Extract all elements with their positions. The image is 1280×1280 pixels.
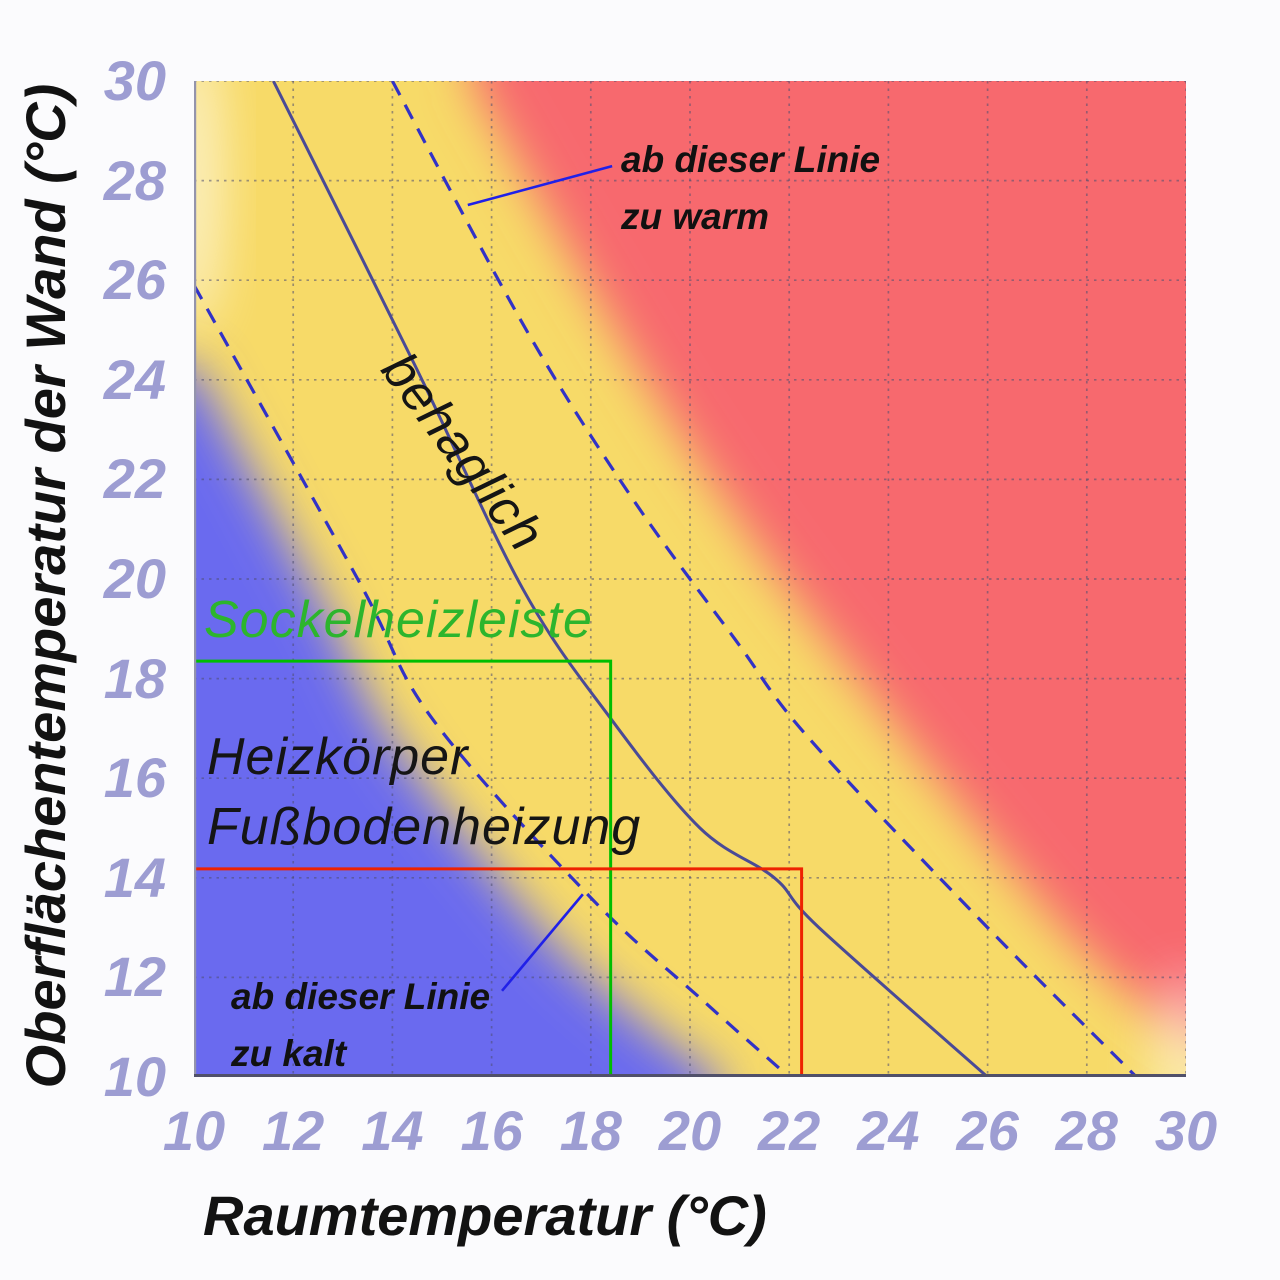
y-axis-title: Oberflächentemperatur der Wand (°C) — [14, 83, 77, 1089]
y-tick-label: 28 — [103, 148, 166, 212]
plot-svg — [194, 81, 1186, 1077]
x-tick-label: 22 — [758, 1099, 821, 1162]
too-warm-boundary-curve — [390, 81, 1138, 1077]
y-tick-label: 22 — [103, 447, 166, 511]
sockelheizleiste-box — [194, 659, 613, 1077]
comfort-center-curve — [272, 81, 989, 1077]
too-warm-note-line1: ab dieser Linie — [621, 139, 881, 180]
too-cold-region — [194, 364, 720, 1077]
y-tick-label: 18 — [103, 646, 166, 710]
y-tick-label: 12 — [103, 945, 166, 1009]
x-tick-label: 18 — [559, 1099, 622, 1162]
sockelheizleiste-label: Sockelheizleiste — [204, 591, 593, 649]
x-tick-label: 30 — [1154, 1099, 1218, 1162]
plot-area — [194, 81, 1186, 1077]
too-warm-region — [471, 81, 1186, 1038]
x-tick-label: 14 — [361, 1099, 424, 1162]
heizkoerper-label: Heizkörper — [207, 728, 469, 786]
too-warm-note-line2: zu warm — [621, 196, 770, 238]
too-cold-callout-line — [501, 893, 584, 992]
x-tick-label: 10 — [162, 1099, 226, 1162]
x-tick-label: 28 — [1055, 1099, 1118, 1162]
x-tick-label: 16 — [460, 1099, 523, 1162]
too-cold-boundary-curve — [194, 284, 791, 1077]
y-tick-label: 10 — [103, 1045, 166, 1108]
y-tick-label: 30 — [103, 49, 166, 112]
x-axis-title: Raumtemperatur (°C) — [203, 1184, 767, 1247]
x-tick-label: 26 — [956, 1099, 1019, 1162]
too-cold-note-line2: zu kalt — [231, 1033, 347, 1075]
x-tick-label: 20 — [658, 1099, 722, 1162]
x-tick-label: 12 — [262, 1099, 325, 1162]
too-warm-note: ab dieser Linie zu warm — [621, 131, 880, 246]
fussbodenheizung-label: Fußbodenheizung — [207, 798, 642, 856]
y-tick-label: 26 — [103, 248, 166, 312]
pale-wash-top-left — [194, 81, 222, 331]
too-cold-note-line1: ab dieser Linie — [231, 976, 491, 1017]
y-tick-label: 24 — [103, 347, 166, 411]
too-cold-note: ab dieser Linie zu kalt — [231, 968, 490, 1083]
pale-wash-bottom-right — [1150, 972, 1186, 1077]
heizkoerper-box — [194, 867, 804, 1077]
too-warm-callout-line — [467, 164, 613, 207]
y-tick-label: 16 — [103, 746, 166, 810]
y-tick-label: 20 — [103, 547, 166, 610]
y-tick-label: 14 — [103, 845, 166, 909]
x-tick-label: 24 — [857, 1099, 920, 1162]
